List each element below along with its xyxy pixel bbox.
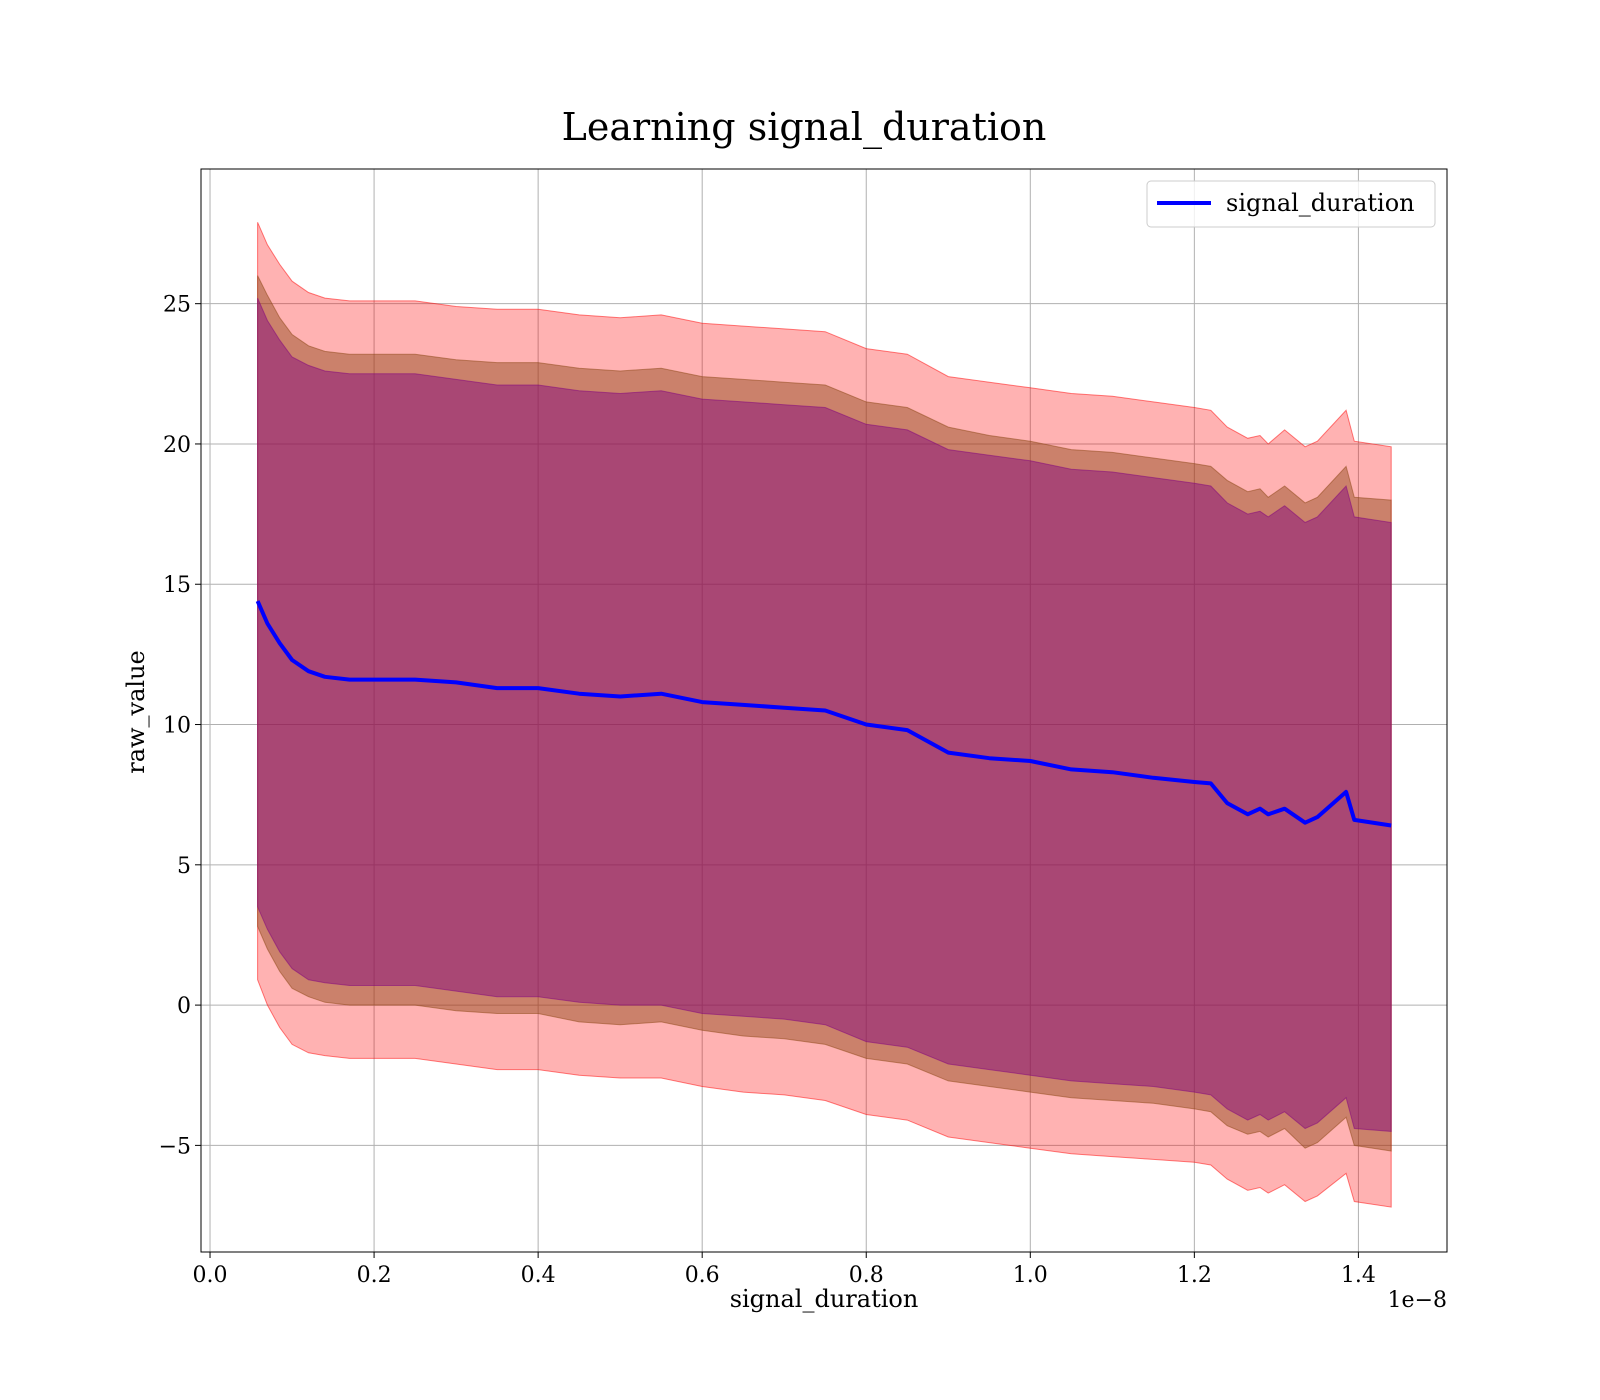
- grid-layer: [201, 169, 1447, 1252]
- band-inner: [257, 297, 1392, 1132]
- y-tick-label: 25: [163, 293, 191, 318]
- chart-title: Learning signal_duration: [562, 105, 1047, 150]
- line-layer: [255, 600, 1392, 828]
- band-middle: [257, 275, 1392, 1152]
- band-layer: [257, 222, 1392, 1208]
- legend-box: [1146, 180, 1436, 228]
- y-axis-label: raw_value: [122, 650, 150, 774]
- x-tick-label: 1.0: [1013, 1263, 1048, 1288]
- x-tick-label: 0.4: [521, 1263, 556, 1288]
- x-axis-label: signal_duration: [730, 1285, 919, 1313]
- band-outer: [257, 222, 1392, 1208]
- plot-frame: [200, 168, 1448, 1253]
- x-tick-label: 0.2: [357, 1263, 392, 1288]
- x-tick-label: 0.0: [193, 1263, 228, 1288]
- y-tick-label: 0: [177, 994, 191, 1019]
- y-tick-label: 20: [163, 433, 191, 458]
- x-tick-label: 1.2: [1177, 1263, 1212, 1288]
- y-tick-label: 15: [163, 573, 191, 598]
- x-tick-label: 0.6: [685, 1263, 720, 1288]
- x-tick-label: 0.8: [849, 1263, 884, 1288]
- legend: signal_duration: [1146, 180, 1436, 228]
- x-tick-label: 1.4: [1341, 1263, 1376, 1288]
- tick-layer: 0.0 0.2 0.4 0.6 0.8 1.0 1.2 1.4 −5 0 5 10 15 20 25: [159, 293, 1376, 1288]
- y-tick-label: 10: [163, 714, 191, 739]
- y-tick-label: −5: [159, 1134, 191, 1159]
- y-tick-label: 5: [177, 854, 191, 879]
- legend-label-signal-duration: signal_duration: [1226, 189, 1415, 217]
- series-line-signal-duration: [255, 600, 1392, 828]
- x-offset-label: 1e−8: [1388, 1288, 1447, 1313]
